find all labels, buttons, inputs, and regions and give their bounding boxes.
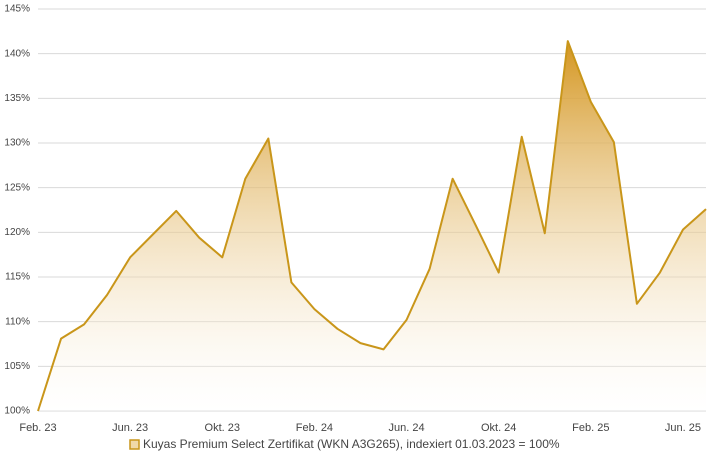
y-tick-label: 125%	[4, 182, 30, 193]
y-tick-label: 110%	[5, 316, 30, 327]
y-tick-label: 135%	[4, 93, 30, 104]
legend-swatch	[129, 439, 140, 450]
line	[37, 40, 707, 412]
y-tick-label: 105%	[4, 361, 30, 372]
legend-label: Kuyas Premium Select Zertifikat (WKN A3G…	[143, 437, 560, 451]
x-tick-label: Feb. 23	[19, 422, 56, 434]
x-tick-label: Feb. 24	[296, 422, 333, 434]
y-tick-label: 145%	[4, 4, 30, 15]
x-tick-label: Jun. 25	[665, 422, 701, 434]
x-tick-label: Feb. 25	[572, 422, 609, 434]
x-tick-label: Okt. 23	[205, 422, 240, 434]
y-tick-label: 130%	[4, 138, 30, 149]
x-tick-label: Jun. 23	[112, 422, 148, 434]
x-tick-label: Okt. 24	[481, 422, 516, 434]
x-tick-label: Jun. 24	[389, 422, 425, 434]
y-tick-label: 140%	[4, 48, 30, 59]
y-tick-label: 115%	[5, 272, 30, 283]
y-tick-label: 120%	[4, 227, 30, 238]
y-tick-label: 100%	[4, 406, 30, 417]
area	[38, 41, 706, 411]
